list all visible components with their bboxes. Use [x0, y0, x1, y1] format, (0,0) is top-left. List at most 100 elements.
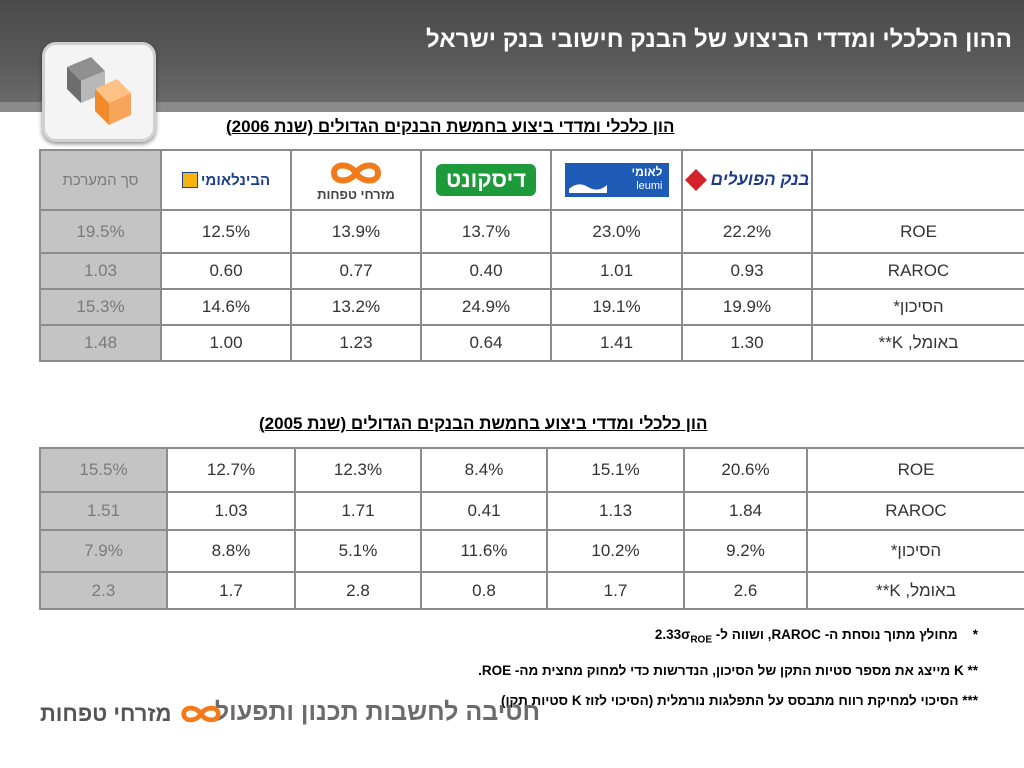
- cell-value: 1.41: [550, 324, 683, 362]
- footer-brand-text: מזרחי טפחות: [40, 701, 172, 726]
- table-row: ROE 20.6% 15.1% 8.4% 12.3% 12.7% 15.5%: [39, 447, 1024, 493]
- cell-value: 15.1%: [546, 447, 685, 493]
- cell-value: 0.93: [681, 252, 813, 290]
- table-row: באומל, K** 1.30 1.41 0.64 1.23 1.00 1.48: [39, 324, 1024, 362]
- row-label: הסיכון*: [806, 529, 1024, 573]
- cell-value: 1.30: [681, 324, 813, 362]
- cell-value: 1.23: [290, 324, 422, 362]
- mizrahi-logo-cell: מזרחי טפחות: [290, 149, 422, 211]
- table-2005-title: הון כלכלי ומדדי ביצוע בחמשת הבנקים הגדול…: [259, 414, 708, 433]
- row-label: ROE: [806, 447, 1024, 493]
- cell-value: 0.41: [420, 491, 548, 531]
- cell-value: 13.9%: [290, 209, 422, 254]
- cell-value: 1.13: [546, 491, 685, 531]
- footnote-3: *** הסיכוי למחיקת רווח מתבסס על התפלגות …: [500, 692, 978, 708]
- cell-value: 14.6%: [160, 288, 292, 326]
- cell-value: 2.8: [294, 571, 422, 610]
- row-label: ROE: [811, 209, 1024, 254]
- leumi-logo-english: leumi: [636, 180, 663, 192]
- cell-value: 8.8%: [166, 529, 296, 573]
- table-2005: ROE 20.6% 15.1% 8.4% 12.3% 12.7% 15.5% R…: [39, 447, 1024, 610]
- hapoalim-logo: בנק הפועלים: [683, 169, 811, 191]
- mizrahi-infinity-icon: [180, 705, 221, 723]
- leumi-wave-icon: [568, 184, 607, 193]
- system-total-value: 15.3%: [39, 288, 162, 326]
- cell-value: 1.7: [546, 571, 685, 610]
- system-total-value: 1.48: [39, 324, 162, 362]
- hapoalim-logo-text: בנק הפועלים: [710, 170, 810, 189]
- discount-logo-cell: דיסקונט: [420, 149, 552, 211]
- cell-value: 0.64: [420, 324, 552, 362]
- cell-value: 0.40: [420, 252, 552, 290]
- footnotes: * מחולץ מתוך נוסחת ה- RAROC, ושווה ל- 2.…: [478, 620, 978, 716]
- cell-value: 8.4%: [420, 447, 548, 493]
- cell-value: 13.7%: [420, 209, 552, 254]
- table-row: באומל, K** 2.6 1.7 0.8 2.8 1.7 2.3: [39, 571, 1024, 610]
- footnote-1: * מחולץ מתוך נוסחת ה- RAROC, ושווה ל- 2.…: [478, 620, 978, 656]
- footnote-2: ** K מייצג את מספר סטיות התקן של הסיכון,…: [478, 662, 978, 678]
- cell-value: 13.2%: [290, 288, 422, 326]
- footnote-1-marker: *: [972, 627, 978, 642]
- cell-value: 5.1%: [294, 529, 422, 573]
- mizrahi-logo: מזרחי טפחות: [292, 159, 420, 202]
- cell-value: 1.71: [294, 491, 422, 531]
- hapoalim-logo-cell: בנק הפועלים: [681, 149, 813, 211]
- cell-value: 1.00: [160, 324, 292, 362]
- system-total-value: 2.3: [39, 571, 168, 610]
- row-label: באומל, K**: [806, 571, 1024, 610]
- cell-value: 1.84: [683, 491, 808, 531]
- system-total-value: 1.51: [39, 491, 168, 531]
- table-row: הסיכון* 19.9% 19.1% 24.9% 13.2% 14.6% 15…: [39, 288, 1024, 326]
- leumi-logo-cell: לאומי leumi: [550, 149, 683, 211]
- footnote-1-text: מחולץ מתוך נוסחת ה- RAROC, ושווה ל- 2.33…: [654, 627, 958, 642]
- row-label: RAROC: [811, 252, 1024, 290]
- table-2006-header-row: בנק הפועלים לאומי leumi דיסקונט: [39, 149, 1024, 211]
- cell-value: 1.7: [166, 571, 296, 610]
- cell-value: 24.9%: [420, 288, 552, 326]
- system-total-value: 1.03: [39, 252, 162, 290]
- table-row: RAROC 1.84 1.13 0.41 1.71 1.03 1.51: [39, 491, 1024, 531]
- cell-value: 22.2%: [681, 209, 813, 254]
- cell-value: 2.6: [683, 571, 808, 610]
- leumi-logo-hebrew: לאומי: [631, 165, 663, 179]
- cell-value: 1.01: [550, 252, 683, 290]
- header-stripe: [0, 102, 1024, 112]
- system-total-header: סך המערכת: [39, 149, 162, 211]
- cell-value: 12.5%: [160, 209, 292, 254]
- mizrahi-logo-text: מזרחי טפחות: [317, 186, 395, 202]
- first-intl-logo-text: הבינלאומי: [200, 171, 271, 189]
- system-total-value: 7.9%: [39, 529, 168, 573]
- row-label: באומל, K**: [811, 324, 1024, 362]
- cell-value: 0.60: [160, 252, 292, 290]
- footnote-1-subscript: ROE: [690, 634, 712, 646]
- cell-value: 9.2%: [683, 529, 808, 573]
- cell-value: 19.1%: [550, 288, 683, 326]
- header-band: ההון הכלכלי ומדדי הביצוע של הבנק חישובי …: [0, 0, 1024, 112]
- discount-logo-text: דיסקונט: [436, 164, 537, 196]
- cell-value: 12.3%: [294, 447, 422, 493]
- table-row: RAROC 0.93 1.01 0.40 0.77 0.60 1.03: [39, 252, 1024, 290]
- first-intl-logo-cell: הבינלאומי: [160, 149, 292, 211]
- division-name: חטיבה לחשבות תכנון ותפעול: [214, 698, 540, 726]
- system-total-value: 19.5%: [39, 209, 162, 254]
- slide-title: ההון הכלכלי ומדדי הביצוע של הבנק חישובי …: [426, 26, 1012, 53]
- cell-value: 11.6%: [420, 529, 548, 573]
- row-label: הסיכון*: [811, 288, 1024, 326]
- cell-value: 20.6%: [683, 447, 808, 493]
- discount-logo: דיסקונט: [422, 164, 550, 196]
- cell-value: 23.0%: [550, 209, 683, 254]
- cell-value: 19.9%: [681, 288, 813, 326]
- company-logo: [42, 42, 156, 142]
- table-2006-title: הון כלכלי ומדדי ביצוע בחמשת הבנקים הגדול…: [226, 117, 675, 136]
- cell-value: 0.77: [290, 252, 422, 290]
- cell-value: 1.03: [166, 491, 296, 531]
- leumi-logo: לאומי leumi: [552, 163, 681, 197]
- table-row: ROE 22.2% 23.0% 13.7% 13.9% 12.5% 19.5%: [39, 209, 1024, 254]
- cube-logo-icon: [67, 57, 131, 125]
- system-total-value: 15.5%: [39, 447, 168, 493]
- row-label-header: [811, 149, 1024, 211]
- table-2006: בנק הפועלים לאומי leumi דיסקונט: [39, 149, 1024, 362]
- first-intl-logo: הבינלאומי: [162, 172, 290, 189]
- cell-value: 10.2%: [546, 529, 685, 573]
- footer-brand: מזרחי טפחות: [40, 701, 224, 727]
